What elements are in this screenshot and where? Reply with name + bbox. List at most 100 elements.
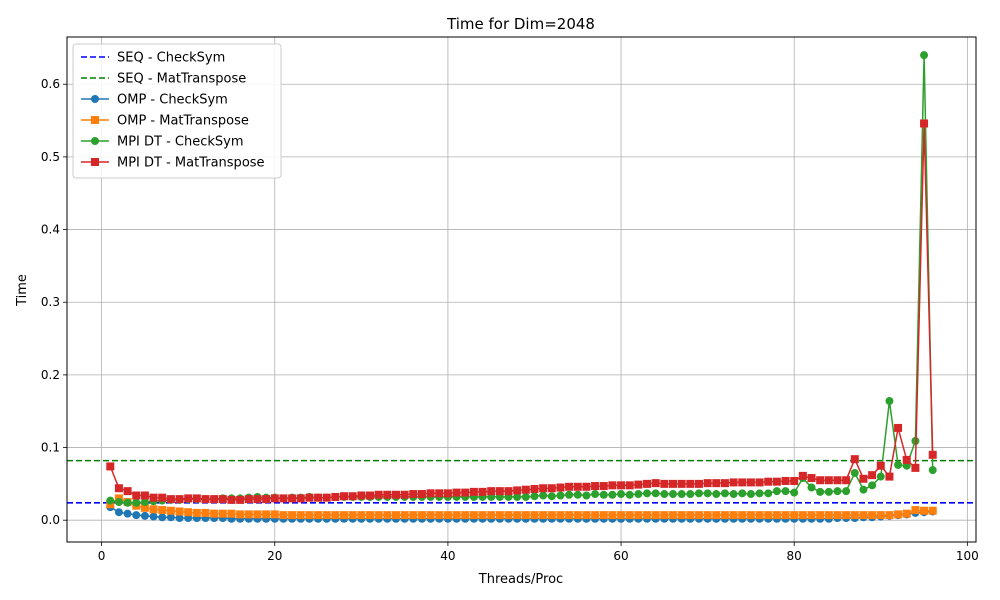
data-point xyxy=(625,490,634,499)
data-point xyxy=(885,472,894,481)
data-point xyxy=(842,487,851,496)
data-point xyxy=(807,511,816,520)
data-point xyxy=(842,476,851,485)
data-point xyxy=(91,158,99,166)
data-point xyxy=(850,468,859,477)
data-point xyxy=(573,482,582,491)
data-point xyxy=(547,492,556,501)
data-point xyxy=(478,487,487,496)
data-point xyxy=(132,491,141,500)
data-point xyxy=(504,511,513,520)
legend-label: SEQ - MatTranspose xyxy=(117,72,246,87)
data-point xyxy=(443,489,452,498)
data-point xyxy=(149,512,158,521)
data-point xyxy=(521,485,530,494)
x-tick-label: 0 xyxy=(98,549,106,563)
data-point xyxy=(712,511,721,520)
data-point xyxy=(521,492,530,501)
y-tick-label: 0.1 xyxy=(41,441,60,455)
x-tick-label: 80 xyxy=(787,549,802,563)
data-point xyxy=(928,466,937,475)
data-point xyxy=(772,477,781,486)
data-point xyxy=(218,495,227,504)
data-point xyxy=(764,489,773,498)
data-point xyxy=(426,511,435,520)
data-point xyxy=(322,493,331,502)
data-point xyxy=(322,511,331,520)
data-point xyxy=(781,476,790,485)
data-point xyxy=(790,488,799,497)
data-point xyxy=(547,484,556,493)
y-tick-label: 0.4 xyxy=(41,223,60,237)
data-point xyxy=(236,495,245,504)
data-point xyxy=(91,116,99,124)
data-point xyxy=(816,476,825,485)
data-point xyxy=(660,479,669,488)
data-point xyxy=(539,491,548,500)
data-point xyxy=(487,511,496,520)
data-point xyxy=(634,490,643,499)
data-point xyxy=(746,490,755,499)
data-point xyxy=(920,51,929,60)
data-point xyxy=(253,495,262,504)
data-point xyxy=(556,511,565,520)
data-point xyxy=(513,511,522,520)
data-point xyxy=(192,508,201,517)
data-point xyxy=(383,490,392,499)
data-point xyxy=(166,495,175,504)
y-axis-title: Time xyxy=(15,274,30,307)
data-point xyxy=(461,488,470,497)
data-point xyxy=(868,471,877,480)
data-point xyxy=(625,481,634,490)
data-point xyxy=(738,511,747,520)
data-point xyxy=(703,489,712,498)
data-point xyxy=(288,494,297,503)
data-point xyxy=(902,455,911,464)
data-point xyxy=(920,119,929,128)
data-point xyxy=(530,492,539,501)
data-point xyxy=(807,474,816,483)
data-point xyxy=(643,479,652,488)
data-point xyxy=(175,514,184,523)
data-point xyxy=(781,487,790,496)
x-tick-label: 60 xyxy=(613,549,628,563)
data-point xyxy=(894,423,903,432)
data-point xyxy=(149,493,158,502)
data-point xyxy=(859,485,868,494)
data-point xyxy=(798,511,807,520)
legend-label: MPI DT - CheckSym xyxy=(117,135,244,150)
grid xyxy=(67,37,976,542)
data-point xyxy=(885,397,894,406)
data-point xyxy=(816,511,825,520)
data-point xyxy=(660,490,669,499)
data-point xyxy=(582,511,591,520)
legend-item: OMP - MatTranspose xyxy=(81,114,249,129)
data-point xyxy=(885,511,894,520)
data-point xyxy=(409,511,418,520)
y-tick-label: 0.3 xyxy=(41,295,60,309)
data-point xyxy=(556,483,565,492)
data-point xyxy=(798,471,807,480)
data-point xyxy=(244,510,253,519)
data-point xyxy=(366,491,374,500)
data-point xyxy=(227,509,236,518)
data-point xyxy=(729,478,738,487)
data-point xyxy=(876,461,885,470)
data-point xyxy=(374,490,383,499)
x-axis-title: Threads/Proc xyxy=(478,572,563,587)
data-point xyxy=(288,511,297,520)
data-point xyxy=(331,511,340,520)
data-point xyxy=(114,508,123,517)
data-point xyxy=(902,509,911,518)
data-point xyxy=(175,507,184,516)
data-point xyxy=(669,490,677,499)
data-point xyxy=(694,489,703,498)
y-tick-label: 0.0 xyxy=(41,513,60,527)
data-point xyxy=(824,487,833,496)
data-point xyxy=(625,511,634,520)
data-point xyxy=(166,506,175,515)
data-point xyxy=(114,498,123,507)
data-point xyxy=(833,487,842,496)
data-point xyxy=(279,511,288,520)
data-point xyxy=(677,490,686,499)
